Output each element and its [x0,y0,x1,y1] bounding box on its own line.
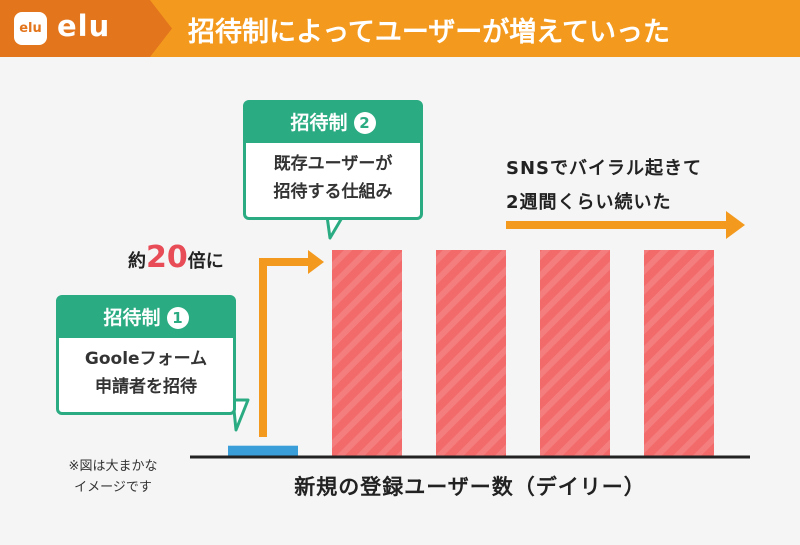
footnote-line-2: イメージです [74,480,152,495]
callout-1-body: Gooleフォーム 申請者を招待 [59,338,233,401]
multiplier-value: 20 [146,240,188,275]
callout-invite-1: 招待制 1 Gooleフォーム 申請者を招待 [56,295,236,415]
bar-5 [644,250,714,456]
callout-invite-2: 招待制 2 既存ユーザーが 招待する仕組み [243,100,423,220]
callout-1-number: 1 [166,307,189,329]
bar-2 [332,250,402,456]
elu-logo-text: elu [57,9,111,43]
bar-3 [436,250,506,456]
brand-block: elu elu [0,0,172,57]
growth-arrow [259,258,310,437]
callout-1-header: 招待制 1 [59,298,233,338]
callout-1-line-1: Gooleフォーム [84,349,208,369]
callout-2-number: 2 [353,112,376,134]
page-title: 招待制によってユーザーが増えていった [188,17,670,48]
viral-line-2: 2週間くらい続いた [506,192,672,213]
bars-layer [228,250,714,456]
callout-1-line-2: 申請者を招待 [95,377,197,397]
callout-2-line-2: 招待する仕組み [273,182,393,202]
callout-2-title: 招待制 [290,112,348,134]
multiplier-label: 約20倍に [128,240,224,275]
callout-1-title: 招待制 [103,307,161,329]
footnote-line-1: ※図は大まかな [68,459,158,474]
callout-2-body: 既存ユーザーが 招待する仕組み [246,143,420,206]
viral-annotation: SNSでバイラル起きて 2週間くらい続いた [506,152,702,220]
growth-arrow-head [308,250,324,274]
header-bar: elu elu 招待制によってユーザーが増えていった [0,0,800,57]
multiplier-suffix: 倍に [187,251,224,272]
footnote: ※図は大まかな イメージです [38,456,188,498]
bar-1 [228,445,298,456]
callout-2-header: 招待制 2 [246,103,420,143]
multiplier-prefix: 約 [128,251,146,272]
viral-line-1: SNSでバイラル起きて [506,158,702,179]
bar-4 [540,250,610,456]
x-axis-label: 新規の登録ユーザー数（デイリー） [294,475,646,499]
viral-arrow-head [726,211,745,239]
callout-1-tail [231,398,250,432]
elu-logo-icon: elu [14,12,47,45]
callout-2-line-1: 既存ユーザーが [273,154,393,174]
